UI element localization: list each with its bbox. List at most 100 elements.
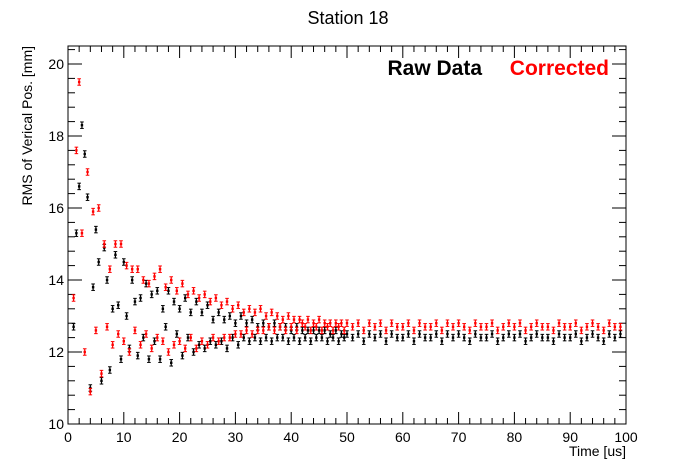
data-point [216,308,221,317]
data-point [82,150,87,158]
data-point [618,323,623,331]
data-point [596,323,600,331]
data-point [177,305,182,313]
data-point [384,326,388,335]
data-point [161,337,165,345]
data-point [601,326,606,335]
data-point [152,272,157,281]
data-point [275,333,280,342]
data-point [590,319,595,327]
data-point [361,337,366,345]
x-tick-label: 10 [116,429,132,445]
data-point [417,330,422,338]
data-point [314,333,319,342]
data-point [579,326,584,335]
data-point [428,323,433,331]
data-point [440,337,444,345]
data-point [258,305,263,313]
data-point [451,333,455,342]
data-point [108,265,112,273]
data-point [253,333,257,342]
data-point [110,341,115,349]
data-point [188,333,193,342]
data-point [490,330,494,338]
data-point [417,319,422,327]
data-point [331,326,335,335]
data-point [175,330,179,338]
data-point [149,344,154,353]
data-point [495,326,500,335]
data-point [239,330,243,338]
data-point [322,319,327,327]
data-point [529,323,533,331]
y-axis: 10 12 14 16 18 20 [48,49,626,432]
data-point [94,326,98,335]
data-point [147,355,151,363]
data-point [113,240,118,248]
data-point [85,168,90,176]
x-tick-label: 80 [507,429,523,445]
data-point [264,333,268,342]
x-tick-label: 90 [562,429,578,445]
data-point [473,330,478,338]
data-point [119,240,123,248]
data-point [501,333,506,342]
data-point [300,326,305,335]
data-point [585,333,589,342]
data-point [113,251,118,259]
data-point [169,276,174,284]
x-axis-title: Time [us] [569,443,626,459]
data-point [110,305,115,313]
data-point [367,330,372,338]
data-point [490,319,494,327]
data-point [119,355,123,363]
data-point [105,276,109,284]
data-point [258,337,263,345]
data-point [133,326,137,335]
data-point [186,290,190,299]
data-point [590,330,595,338]
data-point [208,297,213,306]
data-point [205,301,210,309]
data-point [124,312,129,320]
data-point [303,323,307,331]
plot-frame [67,45,627,425]
data-point [244,326,249,335]
data-point [255,326,260,335]
data-point [350,323,355,331]
data-point [585,323,589,331]
data-point [135,351,140,360]
data-point [389,319,394,327]
data-point [534,330,539,338]
data-point [289,323,293,331]
data-point [202,344,207,353]
data-point [216,337,221,345]
data-point [467,337,472,345]
data-point [423,323,427,331]
data-point [512,333,517,342]
data-point [141,333,146,342]
data-point [241,308,246,317]
data-point [557,319,561,327]
data-point [308,337,313,345]
data-point [479,323,483,331]
data-point [197,294,201,302]
data-point [91,207,95,216]
data-point [314,323,319,331]
data-point [272,319,277,327]
data-point [311,319,316,327]
legend: Raw Data Corrected [387,57,609,80]
data-point [228,333,232,342]
data-point [328,330,333,338]
data-point [373,323,377,331]
data-point [236,341,240,349]
data-point [356,319,360,327]
data-point [303,333,307,342]
data-point [96,204,101,212]
data-point [389,330,394,338]
data-point [80,229,84,237]
data-point [102,240,107,248]
data-point [445,330,450,338]
data-point [122,258,126,266]
data-point [133,297,137,306]
